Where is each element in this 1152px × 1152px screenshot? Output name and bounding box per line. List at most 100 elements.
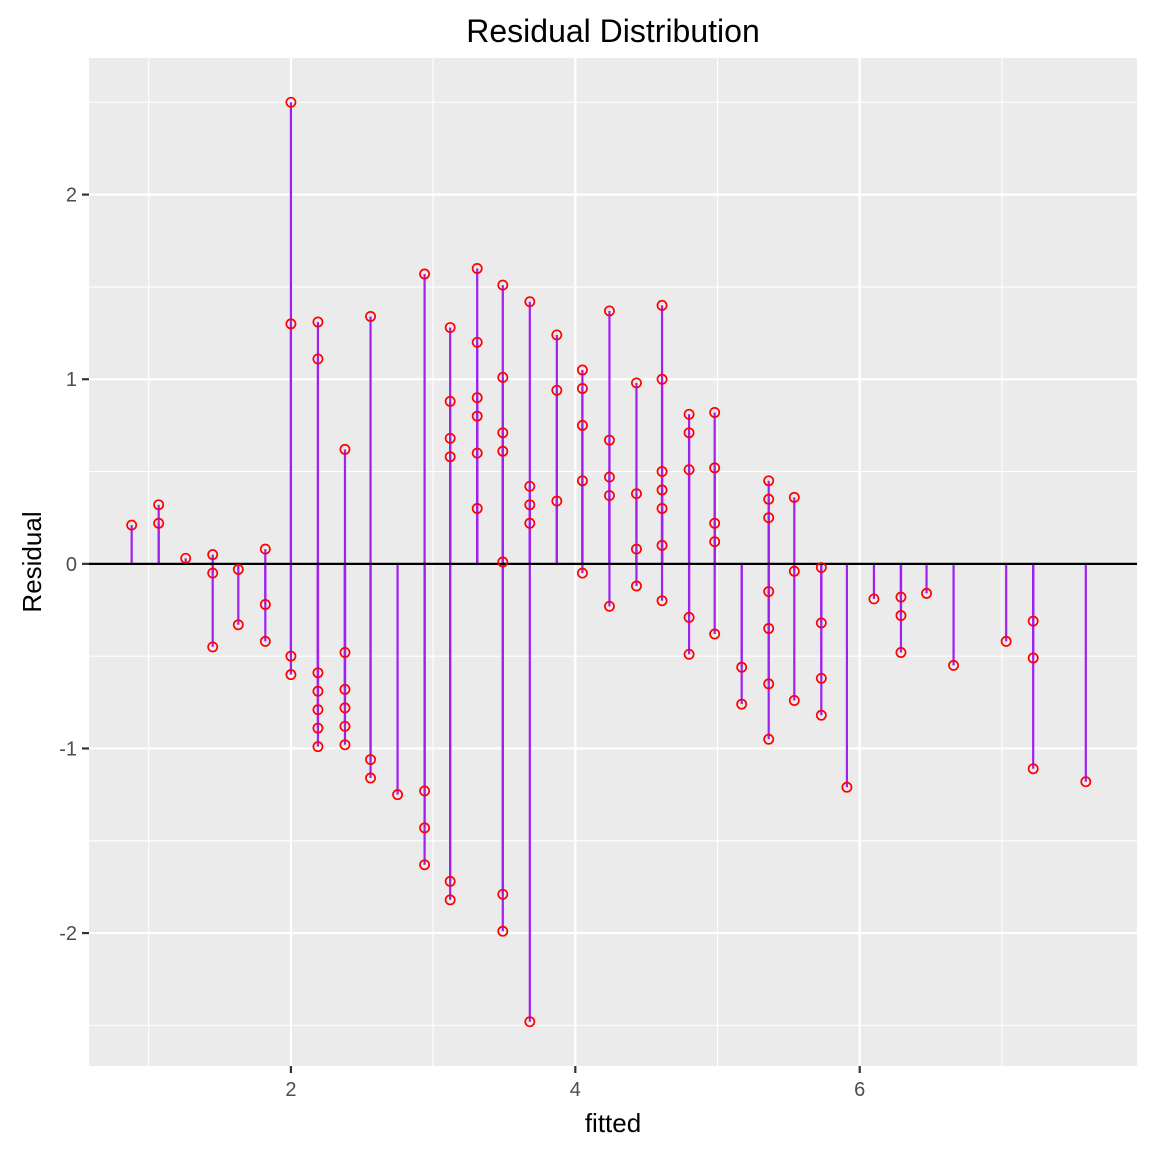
residual-point [312, 353, 324, 365]
residual-point [497, 556, 509, 568]
residual-point [551, 495, 563, 507]
residual-point [868, 593, 880, 605]
residual-point [576, 567, 588, 579]
residual-point [285, 96, 297, 108]
residual-point [259, 599, 271, 610]
y-tick-label: 2 [66, 185, 77, 207]
residual-point [815, 672, 827, 684]
residual-point [921, 587, 932, 599]
residual-point [471, 336, 483, 348]
residual-point [763, 512, 775, 524]
y-tick-label: -1 [59, 738, 77, 760]
residual-point [788, 491, 800, 503]
residual-point [339, 683, 351, 695]
residual-point [895, 647, 907, 658]
y-tick-label: -2 [59, 923, 77, 945]
residual-point [497, 279, 509, 291]
residual-point [339, 702, 351, 714]
residual-point [631, 580, 642, 592]
residual-point [815, 617, 827, 629]
residual-point [656, 466, 668, 477]
residual-point [815, 709, 827, 721]
residual-point [444, 451, 456, 463]
residual-point [497, 888, 509, 900]
residual-point [603, 471, 615, 483]
residual-point [763, 586, 775, 597]
residual-point [631, 543, 642, 555]
residual-point [576, 383, 588, 394]
residual-point [603, 600, 615, 612]
residual-point [207, 567, 219, 579]
residual-point [444, 395, 456, 407]
grid-minor [89, 58, 1137, 1066]
residual-point [656, 595, 668, 607]
x-tick-label: 2 [285, 1079, 296, 1101]
residual-point [471, 392, 483, 404]
residual-point [207, 641, 219, 653]
residual-point [683, 464, 695, 476]
y-axis-title: Residual [17, 511, 47, 612]
residual-point [259, 635, 271, 647]
residual-point [153, 517, 165, 529]
residual-point [815, 562, 827, 573]
residual-point [180, 552, 192, 564]
residual-point [1080, 776, 1092, 788]
residual-point [471, 263, 483, 274]
residual-point [365, 311, 377, 322]
residual-point [259, 543, 271, 555]
residual-point [419, 859, 431, 871]
residual-point [656, 299, 668, 311]
residual-point [683, 408, 695, 420]
residual-points [126, 96, 1092, 1028]
residual-point [524, 499, 536, 511]
residual-point [471, 410, 483, 422]
residual-point [497, 925, 509, 937]
residual-point [709, 536, 721, 548]
residual-point [788, 695, 800, 706]
residual-point [153, 499, 165, 511]
residual-point [763, 623, 775, 634]
residual-point [312, 667, 324, 679]
residual-point [603, 434, 615, 446]
residual-point [841, 781, 853, 793]
residual-point [763, 678, 775, 690]
residual-point [524, 296, 536, 308]
residual-point [339, 647, 351, 658]
residual-point [392, 789, 404, 801]
residual-point [948, 659, 960, 671]
residual-point [444, 432, 456, 444]
residual-point [709, 407, 721, 418]
residual-point [551, 329, 563, 341]
residual-point [603, 490, 615, 501]
residual-point [232, 563, 244, 575]
residual-point [576, 419, 588, 431]
residual-point [419, 268, 431, 280]
residual-point [524, 517, 536, 529]
residual-point [471, 447, 483, 459]
residual-point [656, 539, 668, 551]
residual-point [1027, 652, 1039, 664]
residual-point [444, 322, 456, 333]
residual-point [444, 894, 456, 906]
residual-point [232, 619, 244, 631]
x-axis: 2 4 6 [285, 1066, 865, 1101]
y-axis: -2 -1 0 1 2 [59, 185, 89, 945]
x-tick-label: 6 [854, 1079, 865, 1101]
residual-point [683, 648, 695, 660]
residual-point [603, 305, 615, 317]
plot-panel [89, 58, 1137, 1066]
residual-point [895, 591, 907, 603]
residual-point [312, 722, 324, 734]
residual-point [631, 377, 642, 389]
residual-point [524, 1016, 536, 1028]
residual-point [419, 785, 431, 797]
residual-point [576, 364, 588, 376]
residual-point [312, 704, 324, 716]
y-tick-label: 1 [66, 369, 77, 391]
residual-point [497, 371, 509, 383]
residual-point [683, 427, 695, 439]
residual-point [709, 628, 721, 640]
residual-point [285, 650, 297, 662]
residual-point [656, 484, 668, 496]
